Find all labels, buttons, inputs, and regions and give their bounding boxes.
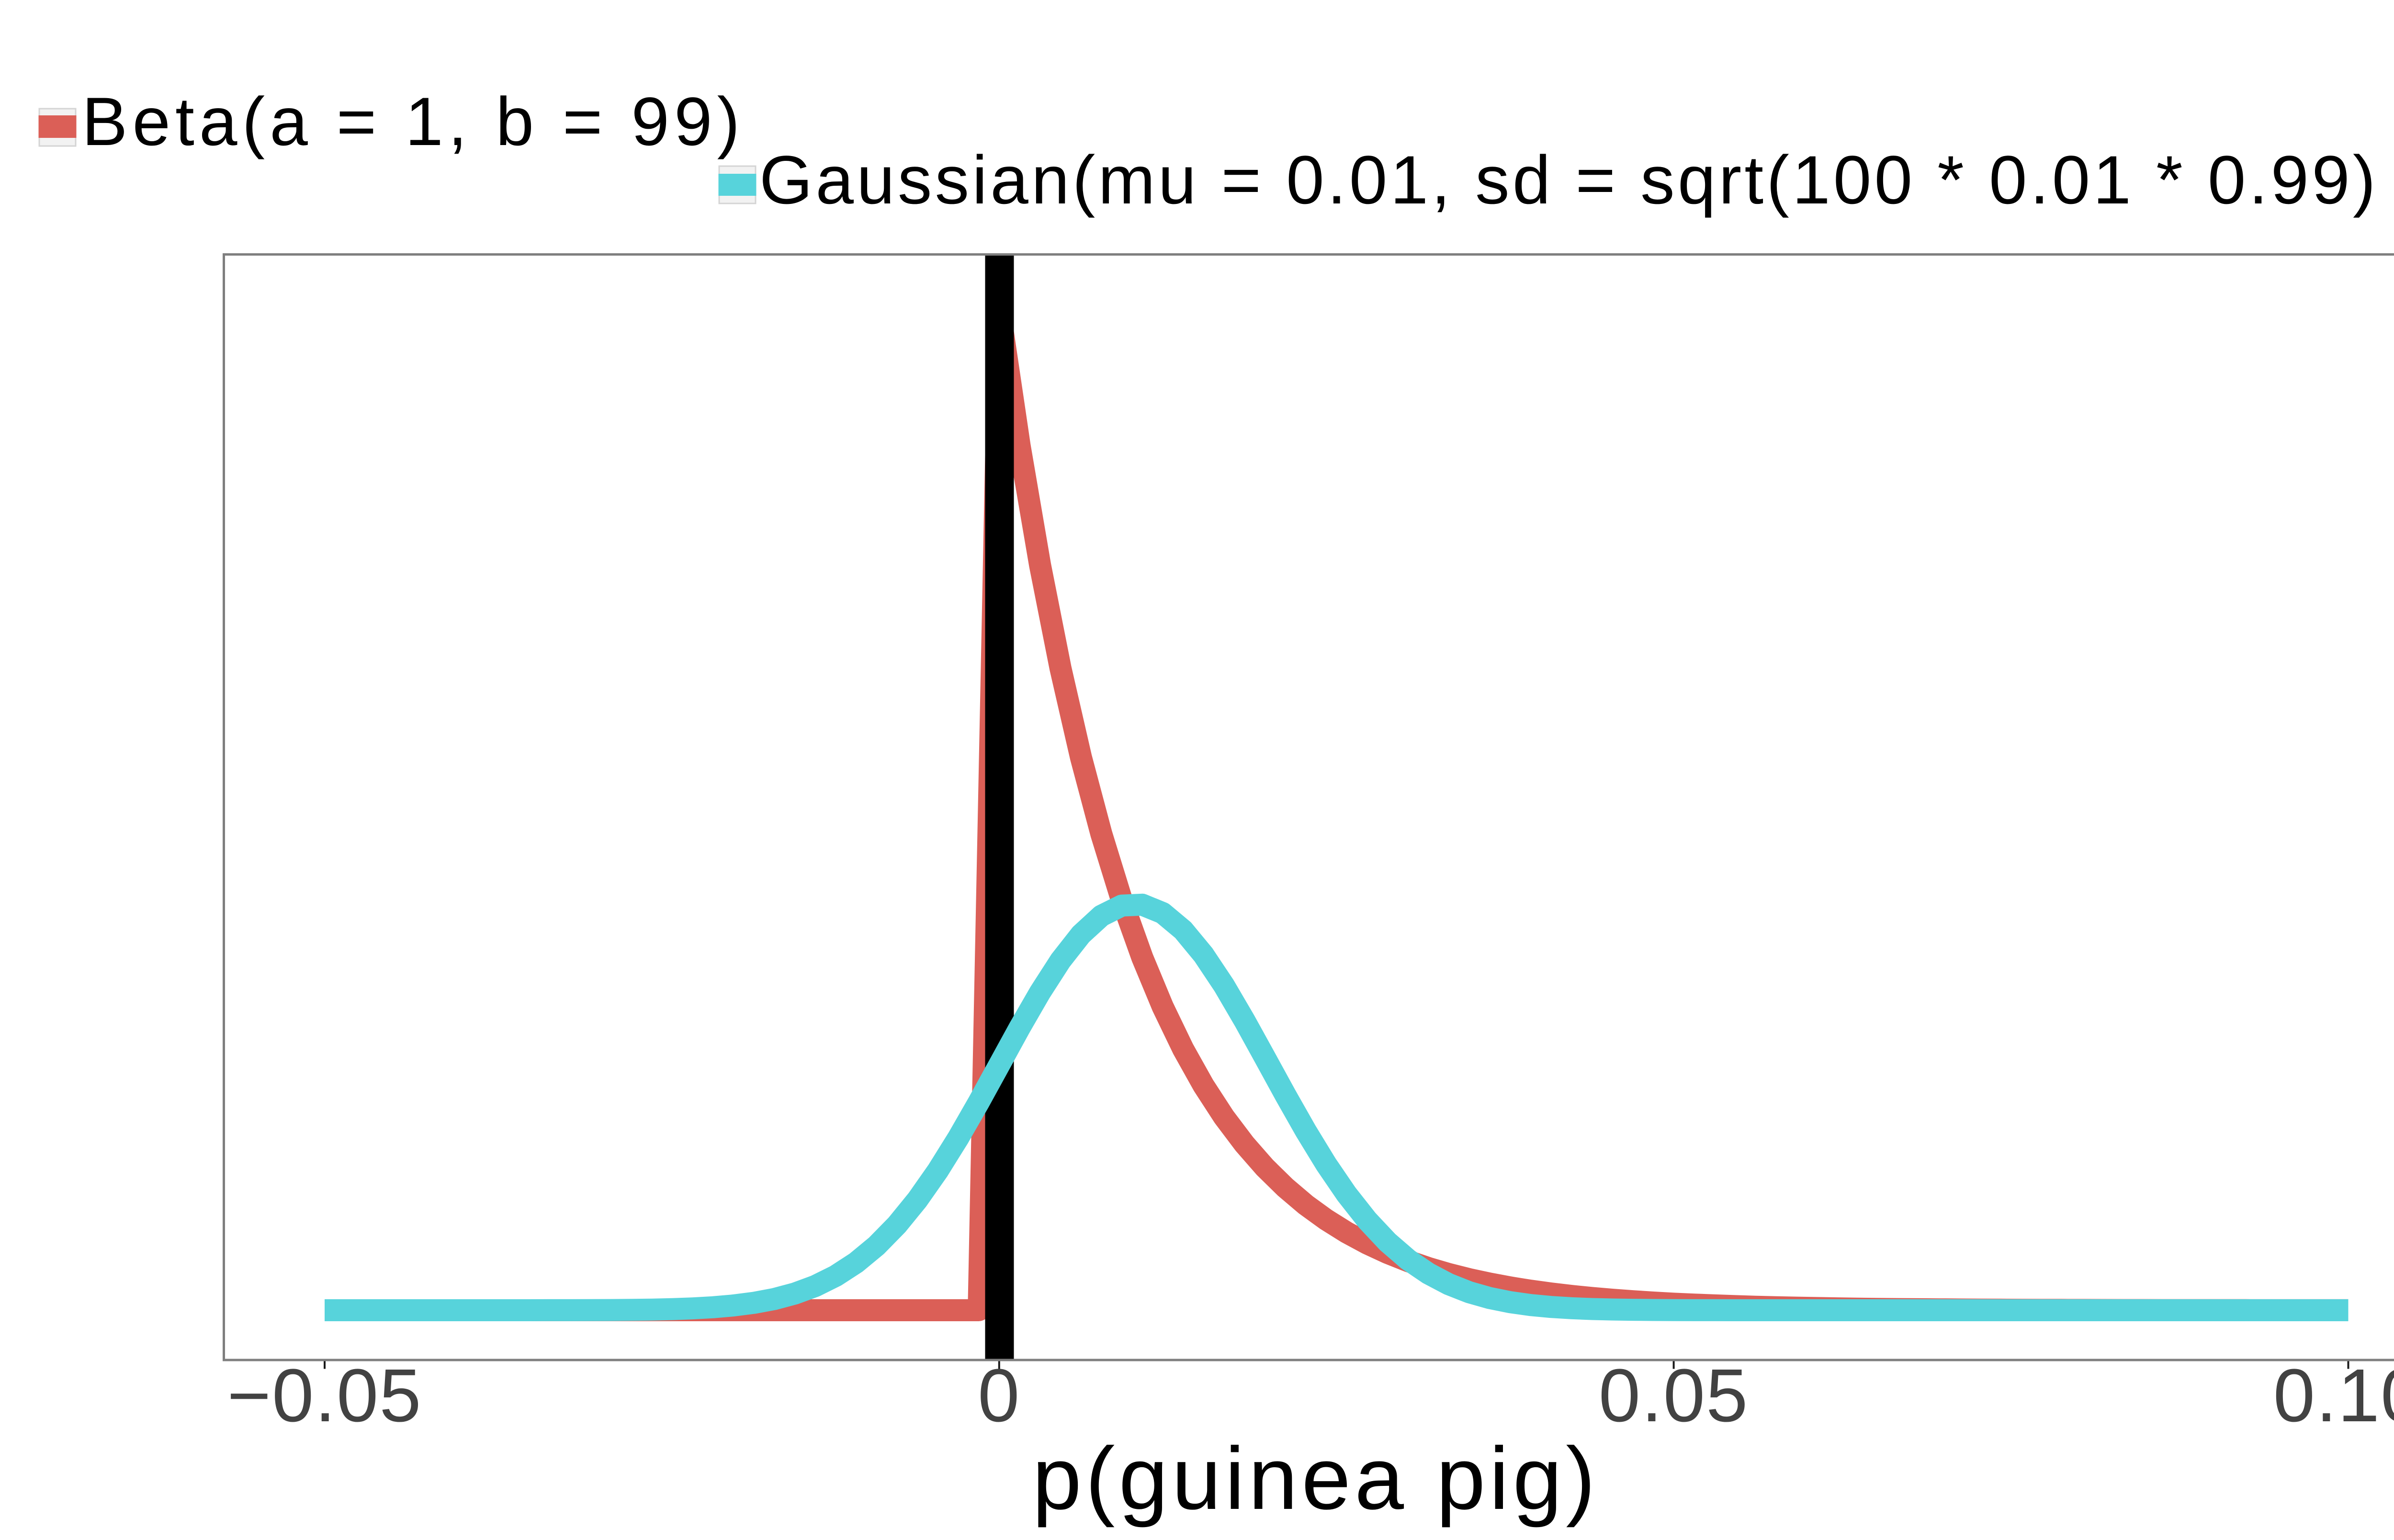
svg-text:0.05: 0.05: [1599, 1354, 1749, 1438]
svg-text:0.10: 0.10: [2273, 1354, 2394, 1438]
svg-text:−0.05: −0.05: [227, 1354, 422, 1438]
svg-text:Gaussian(mu = 0.01, sd = sqrt(: Gaussian(mu = 0.01, sd = sqrt(100 * 0.01…: [759, 142, 2394, 218]
svg-text:0: 0: [978, 1354, 1020, 1438]
svg-text:p(guinea pig): p(guinea pig): [1032, 1429, 1599, 1528]
svg-text:Beta(a = 1, b = 99): Beta(a = 1, b = 99): [82, 84, 745, 160]
